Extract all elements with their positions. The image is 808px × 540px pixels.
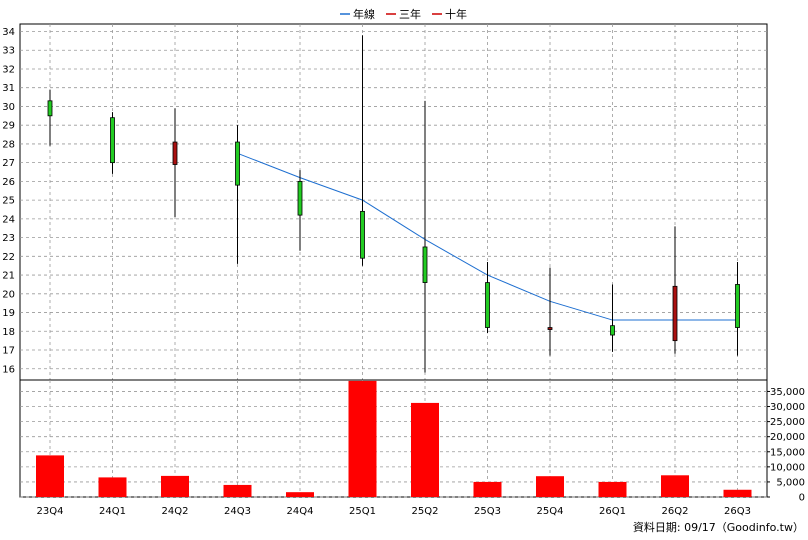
candle (422, 100, 428, 373)
candle-body (610, 325, 615, 336)
candle (610, 284, 615, 352)
x-tick-label: 23Q4 (37, 506, 64, 517)
candle (672, 226, 678, 354)
price-tick-label: 18 (2, 327, 15, 338)
volume-tick-label: 10,000 (770, 462, 805, 473)
candle (297, 170, 303, 251)
volume-bars (36, 380, 752, 497)
volume-plot-frame (19, 379, 768, 498)
candle-body (47, 100, 53, 117)
x-tick-label: 24Q3 (224, 506, 251, 517)
volume-bar (223, 484, 252, 497)
x-axis: 23Q4 24Q1 24Q2 24Q3 24Q4 25Q1 25Q2 25Q3 25Q4 26Q1… (37, 506, 751, 517)
candle-body (172, 141, 178, 165)
volume-bar (473, 481, 502, 497)
candle (110, 112, 115, 174)
price-axis: 16 17 18 19 20 21 22 23 24 25 26 27 28 29 30 31 32 33 34 (2, 27, 15, 375)
volume-tick-label: 35,000 (770, 387, 805, 398)
price-tick-label: 21 (2, 271, 15, 282)
candle (47, 89, 53, 146)
price-tick-label: 33 (2, 46, 15, 57)
volume-tick-label: 20,000 (770, 432, 805, 443)
legend-label-10y: 十年 (445, 7, 467, 21)
price-plot-frame (19, 23, 768, 381)
x-tick-label: 25Q2 (412, 506, 439, 517)
candle (547, 267, 553, 356)
price-tick-label: 24 (2, 214, 15, 225)
candle-body (735, 284, 740, 328)
volume-tick-label: 30,000 (770, 402, 805, 413)
x-tick-label: 25Q4 (537, 506, 564, 517)
candle-body (360, 210, 365, 259)
candle-body (235, 141, 240, 186)
candle-body (547, 327, 553, 330)
volume-bar (348, 380, 377, 497)
price-tick-label: 22 (2, 252, 15, 263)
candle (360, 35, 365, 266)
volume-bar (598, 481, 627, 497)
price-tick-label: 31 (2, 83, 15, 94)
price-tick-label: 25 (2, 196, 15, 207)
x-tick-label: 25Q1 (349, 506, 376, 517)
candle (235, 125, 240, 264)
price-tick-label: 16 (2, 364, 15, 375)
price-tick-label: 17 (2, 346, 15, 357)
x-tick-label: 24Q4 (287, 506, 314, 517)
x-tick-label: 26Q3 (724, 506, 751, 517)
candle-body (422, 246, 428, 283)
volume-bar (661, 475, 689, 497)
volume-tick-label: 25,000 (770, 417, 805, 428)
volume-tick-label: 0 (799, 493, 805, 504)
x-tick-label: 26Q2 (662, 506, 689, 517)
price-tick-label: 20 (2, 289, 15, 300)
price-tick-label: 28 (2, 139, 15, 150)
candle (172, 108, 178, 217)
candles (47, 35, 740, 373)
footer-date: 資料日期: 09/17（Goodinfo.tw） (633, 520, 804, 534)
volume-grid (20, 380, 767, 498)
price-tick-label: 19 (2, 308, 15, 319)
price-tick-label: 29 (2, 121, 15, 132)
x-tick-label: 24Q1 (99, 506, 126, 517)
x-tick-label: 25Q3 (474, 506, 501, 517)
price-tick-label: 27 (2, 158, 15, 169)
price-tick-label: 34 (2, 27, 15, 38)
legend: 年線 三年 十年 (340, 7, 467, 21)
price-tick-label: 26 (2, 177, 15, 188)
x-tick-label: 24Q2 (162, 506, 189, 517)
legend-label-3y: 三年 (399, 7, 421, 21)
candle-body (485, 282, 490, 328)
candle (735, 261, 740, 356)
x-tick-label: 26Q1 (599, 506, 626, 517)
candle-body (297, 180, 303, 216)
volume-tick-label: 5,000 (776, 477, 805, 488)
volume-panel: 0 5,000 10,000 15,000 20,000 25,000 30,000 35,0… (19, 379, 805, 504)
volume-bar (723, 489, 752, 497)
volume-bar (161, 475, 189, 497)
price-tick-label: 32 (2, 64, 15, 75)
volume-tick-label: 15,000 (770, 447, 805, 458)
price-tick-label: 23 (2, 233, 15, 244)
candle-body (672, 285, 678, 342)
volume-bar (536, 476, 564, 497)
candle-body (110, 117, 115, 164)
price-grid (20, 24, 767, 380)
volume-bar (286, 492, 314, 497)
volume-bar (411, 402, 439, 497)
price-tick-label: 30 (2, 102, 15, 113)
volume-bar (36, 455, 64, 497)
volume-axis: 0 5,000 10,000 15,000 20,000 25,000 30,000 35,0… (767, 387, 805, 504)
candle (485, 261, 490, 334)
moving-average-line (237, 152, 738, 321)
price-panel: 16 17 18 19 20 21 22 23 24 25 26 27 28 29 30 31 32 33 34 (2, 23, 768, 381)
legend-label-ma: 年線 (353, 7, 375, 21)
volume-bar (98, 477, 127, 497)
